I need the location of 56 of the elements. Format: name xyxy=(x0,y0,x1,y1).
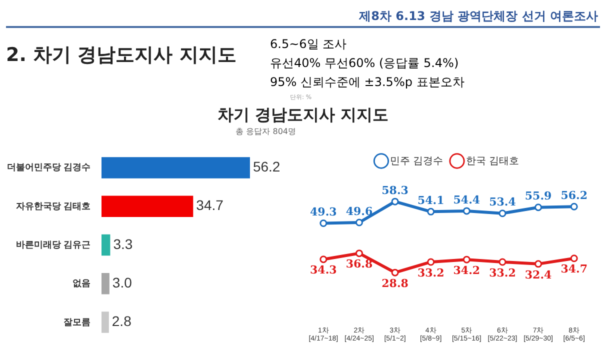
bar xyxy=(102,234,110,256)
point xyxy=(462,256,470,264)
text: 제8차 6.13 경남 광역단체장 선거 여론조사 xyxy=(359,8,598,25)
data-label: 34.7 xyxy=(196,197,224,214)
text: 6.5~6일 조사 xyxy=(270,36,347,53)
y-tick-label: 자유한국당 김태호 xyxy=(16,200,90,211)
point xyxy=(355,250,363,258)
data-label: 54.4 xyxy=(453,193,480,206)
data-label: 2.8 xyxy=(112,313,132,330)
point xyxy=(427,258,435,266)
data-label: 49.3 xyxy=(310,206,337,219)
point xyxy=(570,202,578,210)
point xyxy=(391,198,399,206)
chart-subtitle: 총 응답자 804명 xyxy=(234,126,296,137)
data-label: 34.7 xyxy=(560,262,588,276)
point xyxy=(498,210,506,218)
data-label: 58.3 xyxy=(382,184,408,197)
bar xyxy=(102,312,109,333)
data-label: 3.3 xyxy=(113,236,133,252)
data-label: 34.2 xyxy=(453,264,480,277)
text: 95% 신뢰수준에 ±3.5%p 표본오차 xyxy=(270,74,464,91)
data-label: 36.8 xyxy=(346,258,373,271)
point xyxy=(498,258,506,266)
point xyxy=(320,219,328,227)
data-label: 33.2 xyxy=(417,266,444,280)
data-label: 56.2 xyxy=(252,158,280,175)
bar xyxy=(102,273,110,294)
bar xyxy=(102,196,194,217)
point xyxy=(570,254,578,262)
data-label: 34.3 xyxy=(310,264,337,277)
data-label: 49.6 xyxy=(346,204,373,218)
data-label: 33.2 xyxy=(489,266,516,280)
point xyxy=(355,218,363,226)
data-label: 53.4 xyxy=(489,196,516,209)
text: 유선40% 무선60% (응답률 5.4%) xyxy=(270,55,459,72)
y-tick-label: 없음 xyxy=(72,278,90,288)
point xyxy=(462,207,470,215)
bar xyxy=(102,157,250,178)
point xyxy=(320,256,328,264)
data-label: 32.4 xyxy=(524,268,552,282)
legend-label: 민주 김경수 xyxy=(390,156,444,167)
data-label: 28.8 xyxy=(382,276,409,290)
point xyxy=(534,260,542,268)
y-tick-label: 잘모름 xyxy=(64,316,90,327)
point xyxy=(534,204,542,212)
data-label: 54.1 xyxy=(417,194,444,208)
text: 차기 경남도지사 지지도 xyxy=(216,105,390,126)
legend-label: 한국 김태호 xyxy=(466,156,519,167)
data-label: 3.0 xyxy=(112,274,132,290)
data-label: 56.2 xyxy=(560,188,588,202)
y-tick-label: 바른미래당 김유근 xyxy=(16,239,90,250)
point xyxy=(391,268,399,276)
y-tick-label: 더불어민주당 김경수 xyxy=(6,162,90,172)
text: 2. 차기 경남도지사 지지도 xyxy=(6,43,236,68)
data-label: 55.9 xyxy=(524,190,552,203)
point xyxy=(427,208,435,216)
